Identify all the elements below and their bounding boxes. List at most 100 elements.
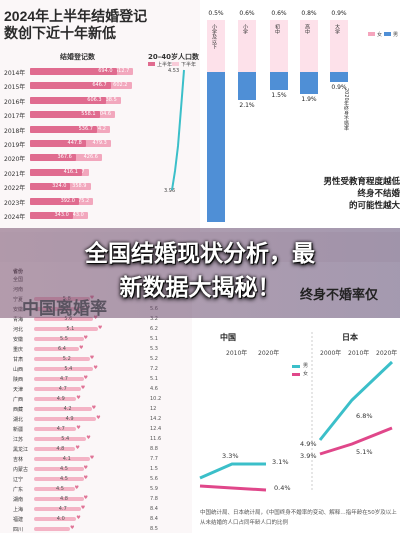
- legend-female: 女: [377, 32, 383, 38]
- bar-h2-value: 426.6: [83, 154, 98, 161]
- cn-label-1: 3.3%: [222, 452, 239, 460]
- bar-h1-value: 694.0: [98, 68, 113, 74]
- bar-h1-value: 536.7: [78, 125, 93, 132]
- bar-h1-value: 606.3: [87, 96, 102, 103]
- jp-year-2000: 2000年: [320, 350, 342, 357]
- province-bar: [34, 407, 92, 411]
- heart-icon: ♥: [76, 425, 81, 431]
- province-right-value: 5.6: [150, 476, 158, 482]
- legend-male-swatch: [384, 32, 391, 36]
- province-name: 天津: [13, 387, 24, 393]
- province-name: 四川: [13, 527, 24, 533]
- bar-h1-value: 558.1: [81, 111, 96, 118]
- province-name: 广东: [13, 487, 24, 493]
- bar-h2-value: 504.6: [96, 111, 112, 118]
- province-value: 5.4: [61, 436, 70, 442]
- male-column: [238, 72, 256, 100]
- cn-male-line: [199, 462, 266, 480]
- province-right-value: 14.2: [150, 416, 162, 422]
- jp-label-1: 4.9%: [300, 440, 317, 448]
- year-label: 2022年: [4, 185, 26, 193]
- bar-h1: 536.7: [30, 125, 97, 133]
- province-value: 4.5: [60, 466, 68, 472]
- province-right-value: 5.1: [150, 336, 158, 342]
- province-value: 4.9: [56, 396, 65, 402]
- bar-h1-value: 367.6: [57, 154, 72, 161]
- banner-line-1: 全国结婚现状分析，最: [85, 240, 315, 266]
- population-series: [171, 69, 185, 191]
- province-right-value: 5.1: [150, 376, 158, 382]
- province-right-value: 5.3: [150, 346, 158, 352]
- province-name: 广西: [13, 397, 24, 403]
- province-value: 4.8: [56, 446, 65, 452]
- province-name: 新疆: [13, 427, 24, 433]
- col-top-value: 0.8%: [301, 10, 317, 17]
- heart-icon: ♥: [80, 505, 86, 511]
- province-name: 上海: [13, 507, 24, 513]
- bar-h1-value: 324.0: [52, 183, 67, 190]
- bar-h2-value: 479.3: [92, 140, 107, 146]
- province-name: 黑龙江: [13, 447, 29, 453]
- heart-icon: ♥: [97, 325, 103, 331]
- year-label: 2018年: [4, 127, 26, 135]
- province-right-value: 12: [150, 406, 157, 412]
- col-low-value: 1.9%: [301, 96, 317, 103]
- province-name: 湖南: [13, 497, 24, 503]
- bar-h1: 392.0: [30, 197, 79, 205]
- province-bar: [34, 317, 94, 321]
- province-bar: [34, 457, 90, 461]
- legend-h2: 下半年: [181, 62, 197, 68]
- jp-female-line: [319, 426, 393, 456]
- bar-h1-value: 343.0: [54, 212, 69, 218]
- pop-top-label: 4.53: [168, 68, 180, 74]
- province-bar: [34, 377, 84, 381]
- female-column: [300, 20, 318, 72]
- heart-icon: ♥: [83, 465, 88, 471]
- heart-icon: ♥: [83, 495, 88, 501]
- edu-label: 初中: [274, 24, 280, 34]
- bar-h2-value: 343.0: [69, 212, 84, 218]
- legend-h1: 上半年: [157, 62, 173, 68]
- jp-label-4: 5.1%: [356, 448, 373, 456]
- province-name: 青海: [13, 317, 24, 323]
- edu-label: 小学: [242, 24, 248, 34]
- heart-icon: ♥: [91, 405, 97, 411]
- education-headline: 男性受教育程度越低 终身不结婚 的可能性越大: [308, 176, 400, 212]
- col-low-value: 2.1%: [239, 102, 255, 109]
- province-name: 西藏: [13, 407, 24, 413]
- bar-h1: 646.7: [30, 82, 111, 90]
- bar-h1: 343.0: [30, 212, 73, 219]
- behind-text-right: 终身不婚率仅: [300, 288, 379, 303]
- bar-h2-value: 602.2: [113, 82, 128, 89]
- province-value: 4.7: [56, 426, 65, 432]
- female-column: [238, 20, 256, 72]
- province-bar: [34, 427, 77, 431]
- province-name: 甘肃: [13, 357, 24, 363]
- banner-headline: 全国结婚现状分析，最 新数据大揭秘！: [28, 236, 372, 304]
- heart-icon: ♥: [89, 355, 95, 361]
- heart-icon: ♥: [93, 315, 98, 321]
- province-name: 辽宁: [13, 477, 24, 483]
- headline-line-2: 终身不结婚: [357, 189, 400, 199]
- bar-h1: 367.6: [30, 154, 76, 162]
- province-bar: [34, 347, 79, 351]
- education-panel: 女 男 0.5% 小学及以下 0.6% 小学 2.1% 0.6% 初中 1.5% 0.8% 高中 1…: [200, 0, 400, 232]
- heart-icon: ♥: [70, 525, 75, 531]
- heart-icon: ♥: [93, 365, 98, 371]
- never-married-lines: [199, 332, 394, 492]
- year-label: 2015年: [4, 84, 26, 92]
- heart-icon: ♥: [86, 435, 91, 441]
- source-note: 中国统计局、日本统计局，《中国终身不婚率的变动、解释…指年龄在50岁及以上从未结…: [200, 510, 397, 526]
- male-column: [270, 72, 288, 90]
- chart1-title: 结婚登记数: [60, 53, 95, 61]
- province-bar: [34, 337, 84, 341]
- heart-icon: ♥: [75, 445, 80, 451]
- jp-year-2010: 2010年: [348, 350, 370, 357]
- province-bar: [34, 467, 84, 471]
- province-right-value: 7.8: [150, 496, 158, 502]
- province-value: 4.1: [62, 456, 71, 462]
- province-right-value: 12.4: [150, 426, 162, 432]
- province-right-value: 8.4: [150, 506, 158, 512]
- col-low-value: 0.9%: [331, 84, 347, 91]
